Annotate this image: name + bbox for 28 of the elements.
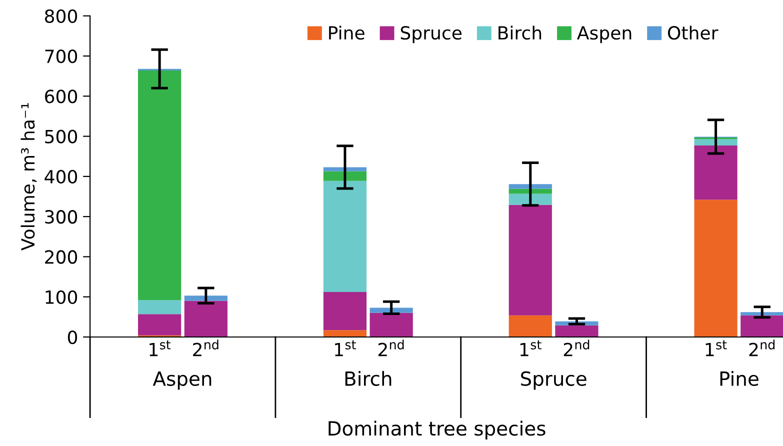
legend-label: Spruce [400,26,462,44]
x-tick-label: 2$^{nd}$ [378,340,404,356]
x-tick-label: 1$^{st}$ [150,340,171,356]
legend-label: Birch [498,26,542,40]
x-tick-label: 1$^{st}$ [520,340,542,356]
text: Spruce [521,371,586,390]
y-tick-label: 800 [45,9,78,23]
y-tick-label: 200 [45,250,78,264]
text: Aspen [152,372,212,390]
x-tick-label: 1$^{st}$ [335,340,356,356]
y-tick-label: 0 [68,330,78,344]
y-tick-label: 500 [45,130,78,144]
legend-label: Aspen [577,26,632,44]
y-tick-label: 300 [45,210,78,224]
x-tick-label: 2$^{nd}$ [193,340,218,356]
legend-label: Pine [329,26,364,40]
y-tick-label: 700 [45,49,78,64]
x-tick-label: 2$^{nd}$ [564,340,590,356]
y-tick-label: 400 [44,170,78,184]
text: Birch [345,370,392,386]
x-axis-title: Dominant tree species [328,420,546,440]
y-tick-label: 600 [45,90,78,104]
x-tick-label: 2$^{nd}$ [749,340,775,356]
legend-label: Other [668,26,718,40]
x-tick-label: 1$^{st}$ [706,340,727,356]
text: Pine [720,370,758,386]
y-tick-label: 100 [46,290,78,304]
y-axis-title: Volume, m³ ha⁻¹ [20,103,37,251]
